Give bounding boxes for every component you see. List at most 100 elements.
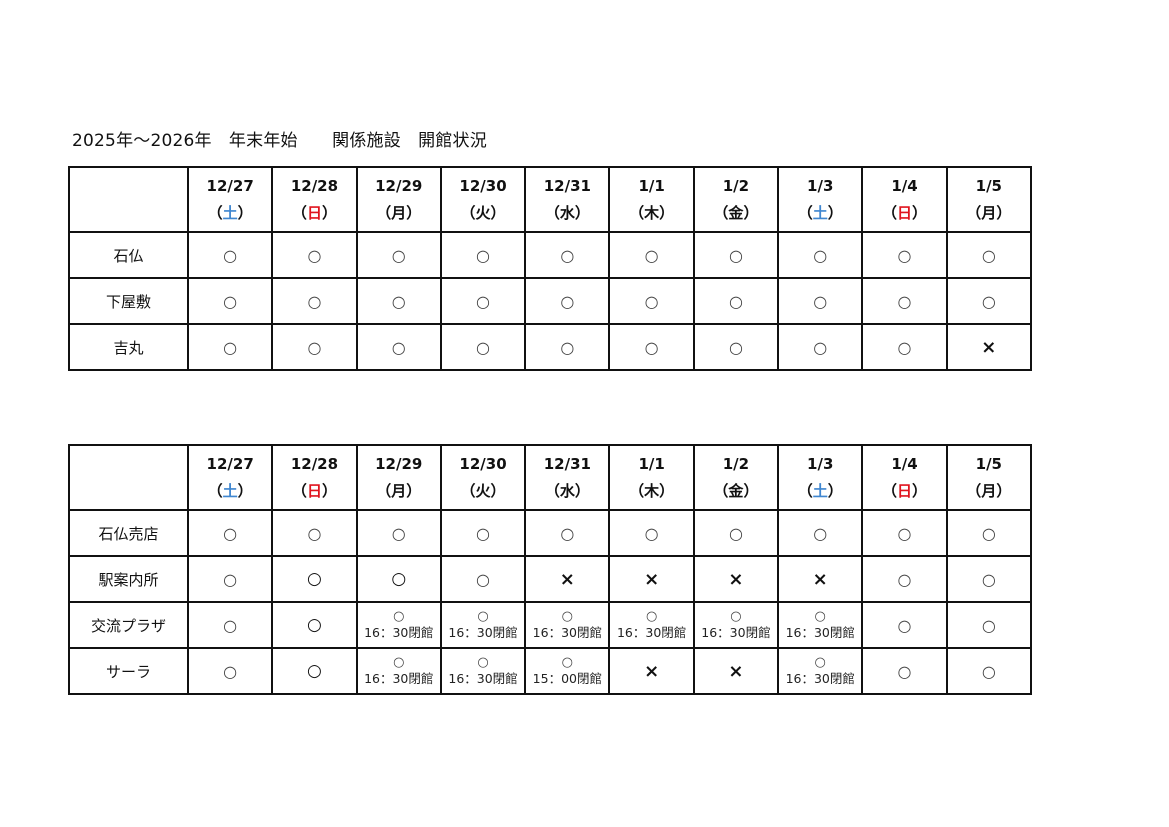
closed-mark: × bbox=[728, 660, 744, 682]
date-label: 1/3 bbox=[807, 454, 834, 473]
status-cell: ○ bbox=[777, 277, 864, 325]
open-mark: ○ bbox=[560, 245, 575, 265]
open-mark: ○ bbox=[728, 523, 743, 543]
corner-cell bbox=[68, 444, 189, 511]
open-mark: ○ bbox=[307, 245, 322, 265]
open-mark: ○ bbox=[393, 655, 405, 670]
status-cell: ○ 16：30閉館 bbox=[777, 601, 864, 649]
weekday-label: （日） bbox=[291, 203, 337, 222]
status-cell: ○ bbox=[439, 323, 527, 371]
status-cell: ○ bbox=[439, 277, 527, 325]
status-cell: ○ bbox=[608, 277, 695, 325]
open-mark: ○ bbox=[391, 569, 407, 589]
closed-mark: × bbox=[644, 660, 660, 682]
day-header: 1/2 （金） bbox=[692, 444, 780, 511]
open-mark: ○ bbox=[476, 291, 491, 311]
open-mark: ○ bbox=[981, 615, 996, 635]
weekday-label: （月） bbox=[376, 481, 422, 500]
day-header: 12/27 （土） bbox=[186, 166, 274, 233]
status-cell: ○ bbox=[355, 509, 442, 557]
day-header: 12/28 （日） bbox=[271, 444, 358, 511]
header-row: 12/27 （土） 12/28 （日） 12/29 （月） 12/30 （火） 12/31 （水）… bbox=[68, 166, 1032, 233]
weekday-char: 土 bbox=[812, 481, 828, 500]
status-cell: ○ 16：30閉館 bbox=[355, 647, 442, 695]
status-cell: ○ bbox=[271, 601, 358, 649]
weekday-label: （木） bbox=[629, 481, 675, 500]
open-mark: ○ bbox=[307, 661, 322, 681]
date-label: 12/29 bbox=[375, 176, 423, 195]
status-cell: ○ bbox=[271, 277, 358, 325]
open-mark: ○ bbox=[814, 609, 826, 624]
status-cell: ○ bbox=[524, 231, 611, 279]
header-row: 12/27 （土） 12/28 （日） 12/29 （月） 12/30 （火） 12/31 （水）… bbox=[68, 444, 1032, 511]
status-cell: ○ bbox=[692, 509, 780, 557]
status-cell: ○ bbox=[945, 277, 1032, 325]
status-cell: ○ bbox=[186, 231, 274, 279]
day-header: 1/4 （日） bbox=[861, 444, 948, 511]
status-cell: ○ bbox=[355, 277, 442, 325]
open-mark: ○ bbox=[897, 615, 912, 635]
open-mark: ○ bbox=[307, 337, 322, 357]
closing-time-note: 16：30閉館 bbox=[364, 625, 434, 640]
weekday-char: 木 bbox=[644, 203, 660, 222]
open-mark: ○ bbox=[223, 661, 238, 681]
weekday-label: （火） bbox=[460, 203, 506, 222]
status-cell: ○ bbox=[355, 323, 442, 371]
open-mark: ○ bbox=[813, 337, 828, 357]
day-header: 1/1 （木） bbox=[608, 166, 695, 233]
day-header: 1/3 （土） bbox=[777, 444, 864, 511]
status-cell: ○ bbox=[945, 601, 1032, 649]
status-cell: ○ bbox=[861, 647, 948, 695]
closing-time-note: 16：30閉館 bbox=[364, 671, 434, 686]
weekday-char: 土 bbox=[222, 481, 238, 500]
day-header: 1/1 （木） bbox=[608, 444, 695, 511]
open-mark: ○ bbox=[477, 609, 489, 624]
open-mark: ○ bbox=[728, 291, 743, 311]
open-mark: ○ bbox=[981, 523, 996, 543]
open-mark: ○ bbox=[307, 291, 322, 311]
status-cell: ○ bbox=[271, 647, 358, 695]
weekday-char: 日 bbox=[306, 203, 322, 222]
status-cell: × bbox=[692, 647, 780, 695]
status-cell: ○ bbox=[692, 231, 780, 279]
open-mark: ○ bbox=[728, 245, 743, 265]
date-label: 12/27 bbox=[206, 176, 254, 195]
open-mark: ○ bbox=[897, 291, 912, 311]
facility-name: 吉丸 bbox=[68, 323, 189, 371]
status-cell: × bbox=[692, 555, 780, 603]
status-cell: ○ 16：30閉館 bbox=[439, 647, 527, 695]
closing-time-note: 15：00閉館 bbox=[532, 671, 602, 686]
status-cell: ○ bbox=[355, 231, 442, 279]
open-mark: ○ bbox=[644, 291, 659, 311]
open-mark: ○ bbox=[981, 661, 996, 681]
closing-time-note: 16：30閉館 bbox=[616, 625, 687, 640]
open-mark: ○ bbox=[644, 523, 659, 543]
closed-mark: × bbox=[644, 568, 660, 590]
status-cell: ○ bbox=[186, 647, 274, 695]
open-mark: ○ bbox=[391, 523, 406, 543]
status-cell: ○ 16：30閉館 bbox=[777, 647, 864, 695]
open-mark: ○ bbox=[560, 291, 575, 311]
weekday-char: 木 bbox=[644, 481, 660, 500]
date-label: 1/2 bbox=[722, 454, 750, 473]
open-mark: ○ bbox=[897, 337, 912, 357]
weekday-label: （土） bbox=[207, 203, 253, 222]
closed-mark: × bbox=[812, 568, 828, 590]
status-cell: ○ bbox=[861, 323, 948, 371]
facility-name: 石仏売店 bbox=[68, 509, 189, 557]
open-mark: ○ bbox=[476, 569, 491, 589]
status-cell: ○ bbox=[777, 509, 864, 557]
facility-name: 交流プラザ bbox=[68, 601, 189, 649]
weekday-label: （金） bbox=[713, 203, 759, 222]
table-row: 石仏 ○ ○ ○ ○ ○ ○ ○ ○ ○ ○ bbox=[68, 231, 1032, 279]
page-title: 2025年～2026年 年末年始 関係施設 開館状況 bbox=[72, 131, 487, 151]
weekday-label: （日） bbox=[882, 481, 928, 500]
status-cell: ○ bbox=[355, 555, 442, 603]
open-mark: ○ bbox=[307, 615, 322, 635]
status-cell: ○ bbox=[524, 323, 611, 371]
day-header: 12/27 （土） bbox=[186, 444, 274, 511]
table-row: 下屋敷 ○ ○ ○ ○ ○ ○ ○ ○ ○ ○ bbox=[68, 277, 1032, 325]
date-label: 1/4 bbox=[891, 176, 918, 195]
weekday-label: （月） bbox=[966, 203, 1012, 222]
weekday-label: （水） bbox=[544, 203, 590, 222]
